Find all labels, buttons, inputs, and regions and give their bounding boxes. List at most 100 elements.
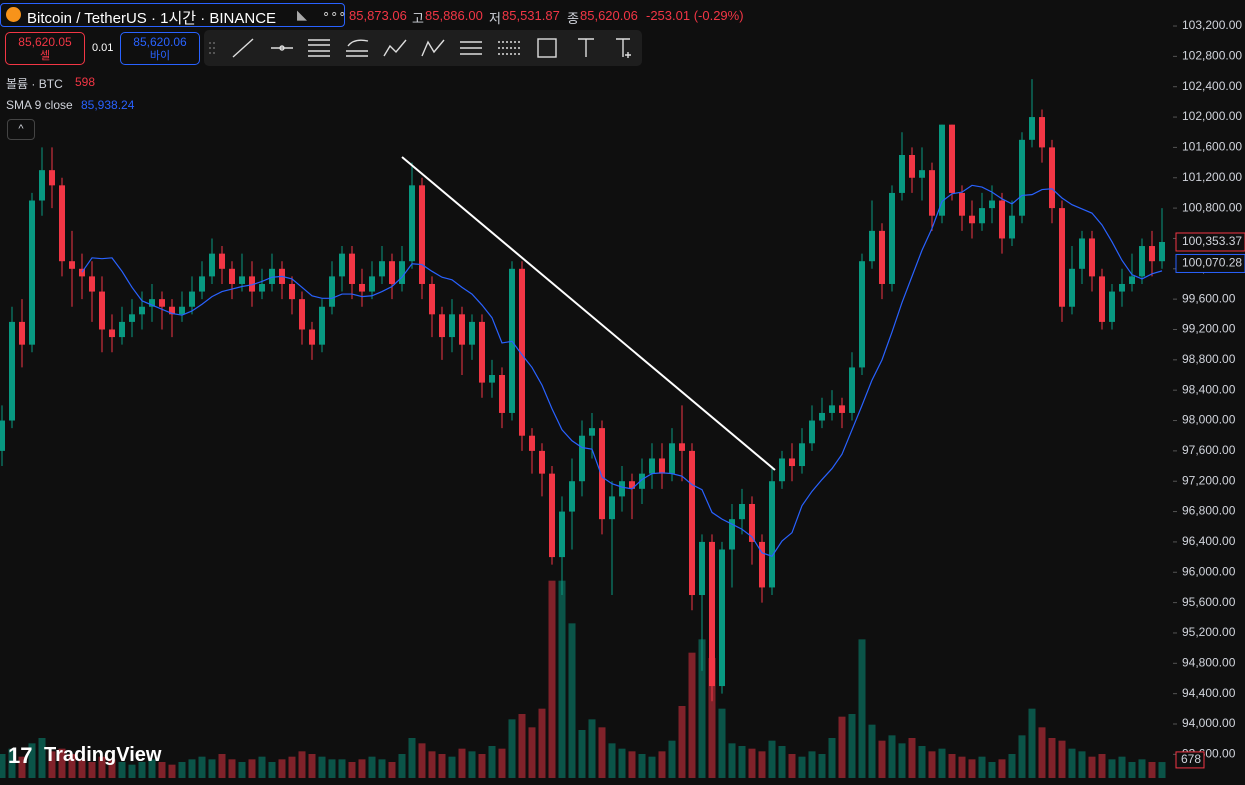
sma-legend: SMA 9 close [6, 98, 73, 112]
volume-bar [948, 754, 956, 778]
candle-body [769, 481, 775, 588]
y-tick-label: 95,600.00 [1182, 595, 1236, 609]
candle-body [789, 458, 795, 467]
candle-body [659, 458, 665, 474]
volume-bar [1148, 762, 1156, 778]
tool-hline[interactable] [271, 45, 293, 51]
candle-body [129, 314, 135, 322]
candle-body [849, 367, 855, 413]
sell-price: 85,620.05 [18, 35, 72, 49]
volume-bar [678, 706, 686, 778]
candle-body [329, 276, 335, 307]
tool-rect[interactable] [537, 38, 557, 58]
volume-bar [708, 658, 716, 778]
candle-body [69, 261, 75, 269]
candle-body [99, 291, 105, 330]
candle-body [459, 314, 465, 345]
volume-bar [488, 746, 496, 778]
tool-anchor-text[interactable] [616, 38, 631, 58]
volume-bar [698, 639, 706, 778]
more-icon[interactable]: ∘∘∘ [322, 6, 347, 21]
candle-body [829, 405, 835, 413]
volume-bar [98, 756, 106, 778]
low-label: 저 [489, 11, 501, 26]
candle-body [679, 443, 685, 451]
volume-bar [1128, 762, 1136, 778]
candle-body [799, 443, 805, 467]
close-label: 종 [567, 11, 579, 26]
candle-body [879, 230, 885, 284]
price-label: 100,353.37 [1182, 234, 1242, 248]
candle-body [1009, 215, 1015, 239]
candle-body [719, 549, 725, 687]
volume-bar [508, 719, 516, 778]
tool-pattern[interactable] [383, 39, 407, 57]
tool-range[interactable] [498, 41, 520, 55]
candle-body [319, 306, 325, 345]
candle-body [759, 541, 765, 588]
volume-bar [648, 756, 656, 778]
candle-body [949, 124, 955, 193]
volume-bar [158, 762, 166, 778]
collapse-button[interactable]: ^ [7, 119, 35, 140]
candle-body [869, 230, 875, 262]
tool-fib[interactable] [308, 39, 330, 57]
volume-bar [548, 580, 556, 778]
volume-bar [128, 764, 136, 778]
volume-bar [1028, 708, 1036, 778]
tool-text[interactable] [578, 38, 594, 57]
candle-body [599, 428, 605, 520]
candle-body [859, 261, 865, 368]
candle-body [1019, 139, 1025, 216]
volume-bar [1118, 756, 1126, 778]
candle-body [779, 458, 785, 482]
volume-bar [1008, 754, 1016, 778]
candle-body [689, 450, 695, 596]
volume-bar [868, 724, 876, 778]
volume-bar [738, 746, 746, 778]
candle-body [979, 208, 985, 224]
candle-body [899, 154, 905, 193]
qty[interactable]: 0.01 [92, 42, 114, 54]
candle-body [0, 420, 5, 451]
volume-bar [48, 751, 56, 778]
volume-bar [268, 762, 276, 778]
candle-body [1049, 147, 1055, 209]
volume-bar [78, 759, 86, 778]
candle-body [569, 481, 575, 512]
volume-bar [1088, 756, 1096, 778]
candle-body [999, 200, 1005, 239]
tool-abcd[interactable] [421, 39, 445, 57]
y-tick-label: 96,400.00 [1182, 534, 1236, 548]
symbol-box[interactable] [0, 3, 345, 27]
volume-bar [1138, 759, 1146, 778]
candle-body [149, 299, 155, 307]
close-value: 85,620.06 [580, 8, 638, 23]
candle-body [1039, 117, 1045, 148]
y-tick-label: 101,600.00 [1182, 140, 1242, 154]
buy-button[interactable]: 85,620.06 바이 [120, 32, 200, 65]
candle-body [349, 253, 355, 284]
sma-line [81, 184, 1163, 557]
candle-body [479, 321, 485, 383]
volume-bar [18, 756, 26, 778]
candle-body [839, 405, 845, 413]
candle-body [159, 299, 165, 307]
volume-bar [0, 754, 6, 778]
sell-button[interactable]: 85,620.05 셀 [5, 32, 85, 65]
price-label: 100,070.28 [1182, 256, 1242, 270]
flag-icon[interactable]: ◣ [297, 7, 307, 22]
tool-trendline[interactable] [232, 38, 254, 58]
volume-bar [308, 754, 316, 778]
candle-body [179, 306, 185, 315]
volume-bar [438, 754, 446, 778]
volume-bar [758, 751, 766, 778]
tool-pitchfork[interactable] [346, 39, 369, 57]
tool-projection[interactable] [460, 41, 482, 55]
candle-body [1109, 291, 1115, 322]
volume-bar [148, 759, 156, 778]
buy-label: 바이 [149, 50, 171, 62]
candle-body [49, 170, 55, 186]
volume-bar [788, 754, 796, 778]
candle-body [889, 192, 895, 284]
